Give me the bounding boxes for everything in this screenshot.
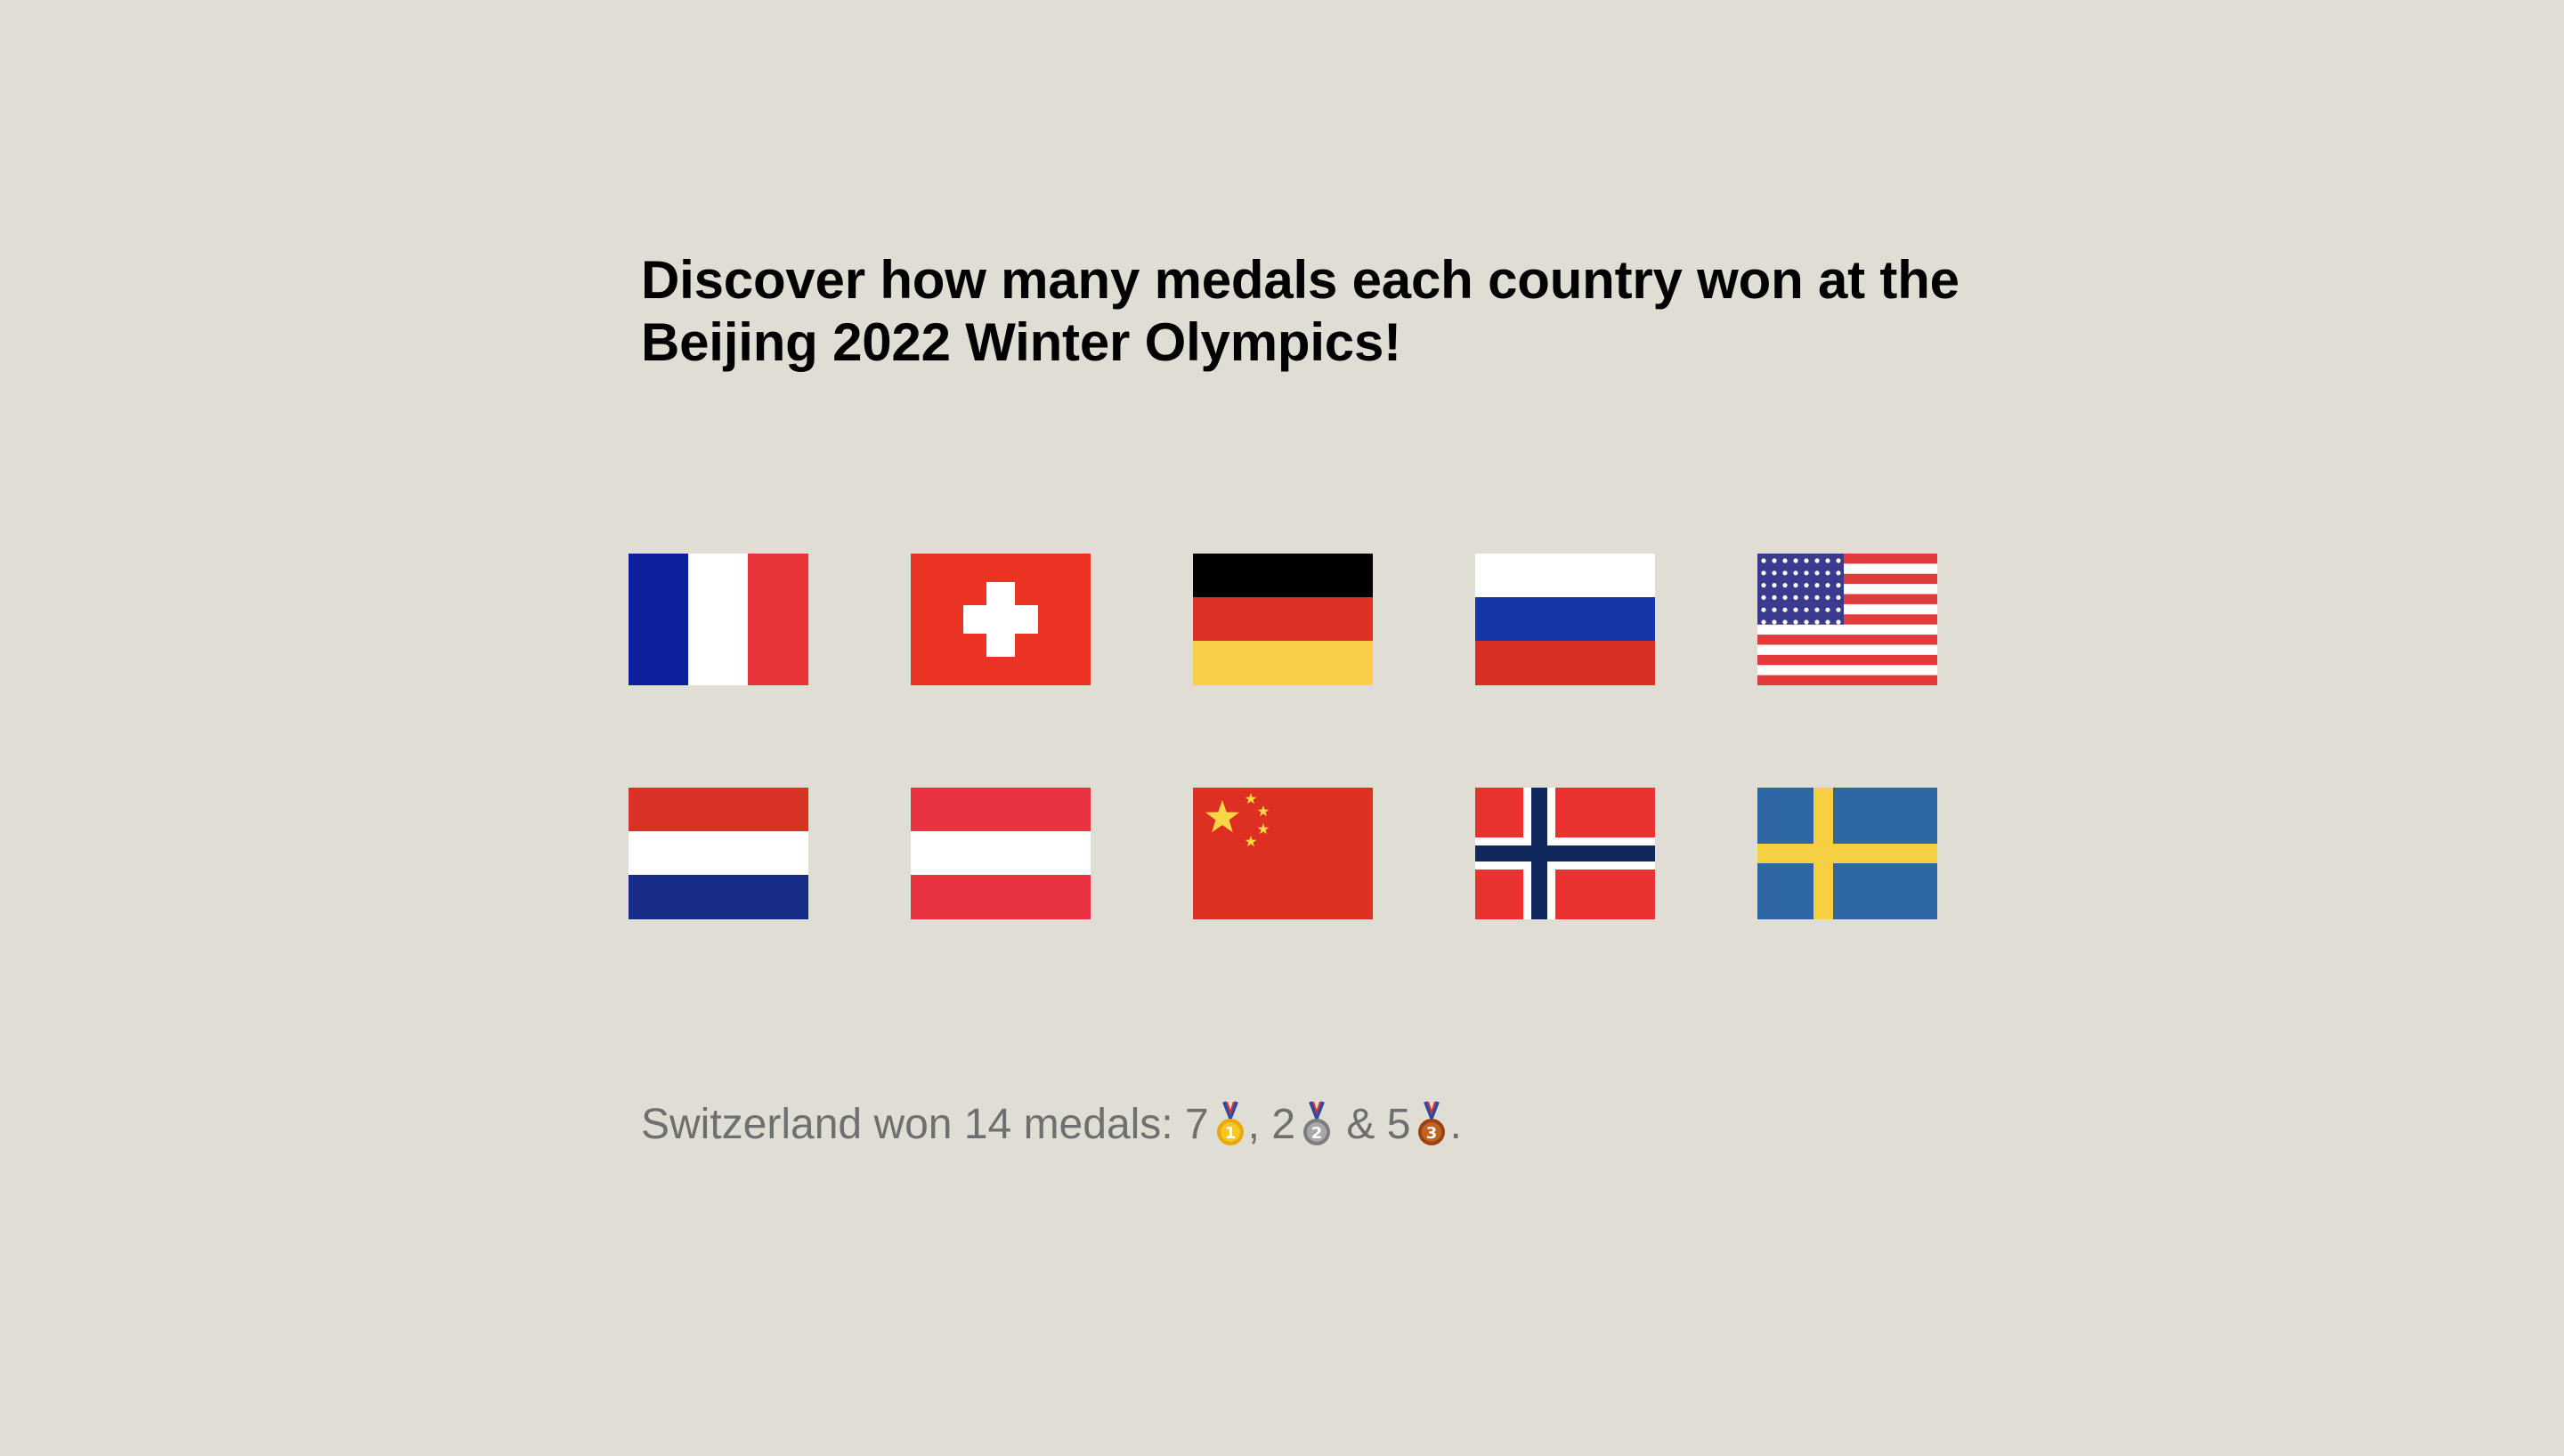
flag-austria-icon (911, 788, 1091, 919)
flag-netherlands-button[interactable] (629, 788, 808, 919)
flag-switzerland-icon (911, 554, 1091, 685)
bronze-count: 5 (1386, 1101, 1411, 1148)
flag-norway-icon (1475, 788, 1655, 919)
flag-grid (629, 554, 1937, 919)
separator-1: , (1247, 1101, 1272, 1148)
gold-medal-icon: 1 (1213, 1100, 1248, 1150)
flag-sweden-icon (1757, 788, 1937, 919)
svg-text:3: 3 (1426, 1124, 1438, 1143)
svg-text:1: 1 (1224, 1124, 1236, 1143)
result-suffix: . (1449, 1101, 1462, 1148)
flag-usa-icon (1757, 554, 1937, 685)
flag-france-icon (629, 554, 808, 685)
silver-medal-icon: 2 (1299, 1100, 1335, 1150)
medal-result: Switzerland won 14 medals: 7 1 , 2 2 & 5 (641, 1096, 1462, 1153)
flag-netherlands-icon (629, 788, 808, 919)
flag-russia-button[interactable] (1475, 554, 1655, 685)
flag-norway-button[interactable] (1475, 788, 1655, 919)
gold-count: 7 (1184, 1101, 1209, 1148)
flag-switzerland-button[interactable] (911, 554, 1091, 685)
flag-france-button[interactable] (629, 554, 808, 685)
flag-usa-button[interactable] (1757, 554, 1937, 685)
flag-russia-icon (1475, 554, 1655, 685)
flag-china-button[interactable] (1193, 788, 1373, 919)
svg-text:2: 2 (1311, 1124, 1323, 1143)
flag-china-icon (1193, 788, 1373, 919)
bronze-medal-icon: 3 (1414, 1100, 1449, 1150)
flag-sweden-button[interactable] (1757, 788, 1937, 919)
flag-germany-icon (1193, 554, 1373, 685)
page-title: Discover how many medals each country wo… (641, 250, 1960, 372)
result-prefix: Switzerland won 14 medals: (641, 1101, 1185, 1148)
flag-austria-button[interactable] (911, 788, 1091, 919)
flag-germany-button[interactable] (1193, 554, 1373, 685)
silver-count: 2 (1271, 1101, 1296, 1148)
separator-2: & (1335, 1101, 1387, 1148)
